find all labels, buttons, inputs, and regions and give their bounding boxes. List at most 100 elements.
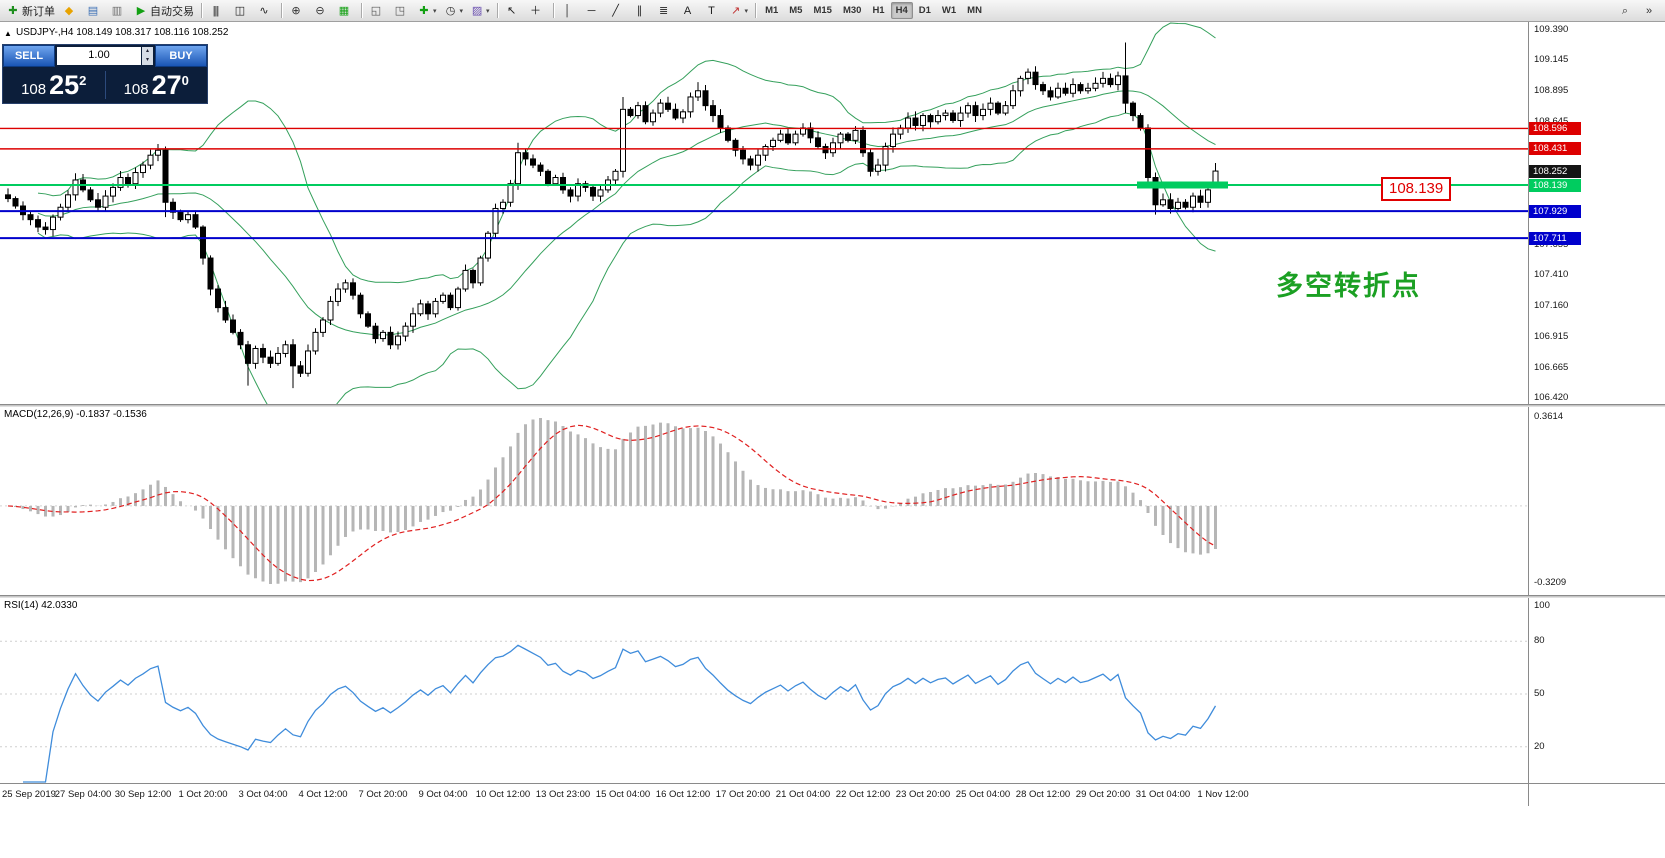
ask-sup: 0: [181, 73, 189, 88]
vertical-line-button[interactable]: │: [558, 1, 581, 21]
chart-shift-icon: ◳: [394, 4, 405, 17]
toolbar-separator: [201, 3, 202, 18]
bar-chart-icon: |||: [212, 4, 220, 17]
macd-axis-max: 0.3614: [1534, 411, 1564, 422]
volume-decrease-button[interactable]: ▾: [142, 56, 153, 65]
ask-price: 108 27 0: [106, 70, 208, 100]
overflow-icon: »: [1645, 4, 1652, 17]
time-axis-tick: 17 Oct 20:00: [715, 789, 771, 800]
timeframe-h4[interactable]: H4: [890, 2, 913, 19]
time-axis-tick: 31 Oct 04:00: [1135, 789, 1191, 800]
new-order-button[interactable]: ✚ 新订单: [3, 1, 58, 21]
time-scale-separator: [0, 783, 1665, 784]
pane-separator-rsi[interactable]: [0, 595, 1665, 598]
label-icon: T: [708, 4, 715, 17]
search-button[interactable]: ⌕: [1615, 1, 1638, 21]
rsi-label: RSI(14) 42.0330: [4, 600, 78, 611]
price-annotation-box[interactable]: 108.139: [1381, 177, 1452, 201]
time-axis-tick: 21 Oct 04:00: [775, 789, 831, 800]
tile-windows-icon: ▦: [338, 4, 349, 17]
price-tag: 107.929: [1529, 204, 1581, 218]
search-icon: ⌕: [1621, 4, 1628, 17]
volume-input[interactable]: 1.00: [57, 47, 141, 65]
zoom-out-icon: ⊖: [315, 4, 324, 17]
time-axis-tick: 28 Oct 12:00: [1015, 789, 1071, 800]
periods-button[interactable]: ◷ ▾: [441, 1, 467, 21]
profile-button[interactable]: ▤: [83, 1, 106, 21]
toolbar-overflow-button[interactable]: »: [1639, 1, 1662, 21]
price-tag: 108.252: [1529, 164, 1581, 178]
rsi-axis-tick: 50: [1534, 688, 1545, 699]
timeframe-m1[interactable]: M1: [765, 5, 779, 16]
chart-shift-button[interactable]: ◳: [390, 1, 413, 21]
ask-big: 108: [123, 81, 149, 98]
trendline-button[interactable]: ╱: [606, 1, 629, 21]
time-axis-tick: 1 Nov 12:00: [1197, 789, 1249, 800]
label-button[interactable]: T: [702, 1, 725, 21]
ask-mid: 27: [151, 70, 182, 100]
timeframe-m30[interactable]: M30: [842, 5, 862, 16]
turning-point-note[interactable]: 多空转折点: [1276, 271, 1421, 301]
autotrading-icon: ▶: [136, 4, 145, 17]
text-button[interactable]: A: [678, 1, 701, 21]
timeframe-m5[interactable]: M5: [789, 5, 803, 16]
toolbar: ✚ 新订单 ◆ ▤ ▥ ▶ 自动交易 ||| ◫ ∿ ⊕ ⊖ ▦ ◱ ◳ ✚ ▾ ◷ ▾ ▨ ▾ ↖ ＋ │ ─ ╱ ∥ ≣ A T ↗ ▾ M…: [0, 0, 1665, 22]
indicators-icon: ✚: [419, 4, 428, 17]
macd-label: MACD(12,26,9) -0.1837 -0.1536: [4, 409, 147, 420]
bar-chart-button[interactable]: |||: [206, 1, 229, 21]
timeframe-m15[interactable]: M15: [813, 5, 832, 16]
fibonacci-button[interactable]: ≣: [654, 1, 677, 21]
candle-chart-button[interactable]: ◫: [230, 1, 253, 21]
data-window-button[interactable]: ▥: [107, 1, 130, 21]
time-axis-tick: 23 Oct 20:00: [895, 789, 951, 800]
price-axis-tick: 106.915: [1534, 330, 1569, 342]
arrows-button[interactable]: ↗ ▾: [726, 1, 752, 21]
mql5-button[interactable]: ◆: [59, 1, 82, 21]
sell-button[interactable]: SELL: [3, 45, 55, 67]
trendline-icon: ╱: [612, 4, 619, 17]
bid-big: 108: [21, 81, 47, 98]
candlestick-chart-icon: ◫: [234, 4, 245, 17]
crosshair-button[interactable]: ＋: [526, 1, 549, 21]
zoom-in-button[interactable]: ⊕: [286, 1, 309, 21]
time-axis-tick: 30 Sep 12:00: [114, 789, 172, 800]
timeframe-d1[interactable]: D1: [918, 5, 931, 16]
buy-button[interactable]: BUY: [155, 45, 207, 67]
autotrading-button[interactable]: ▶ 自动交易: [131, 1, 197, 21]
time-axis-tick: 25 Sep 2019: [2, 789, 56, 800]
dropdown-caret-icon: ▾: [459, 7, 464, 15]
line-chart-icon: ∿: [259, 4, 268, 17]
horizontal-line-icon: ─: [587, 4, 596, 17]
panel-collapse-icon[interactable]: ▲: [4, 29, 12, 38]
templates-button[interactable]: ▨ ▾: [467, 1, 493, 21]
timeframe-w1[interactable]: W1: [941, 5, 957, 16]
text-icon: A: [683, 4, 691, 17]
price-axis-tick: 108.895: [1534, 85, 1569, 97]
price-axis-tick: 106.420: [1534, 392, 1569, 404]
toolbar-separator: [755, 3, 757, 18]
tile-windows-button[interactable]: ▦: [334, 1, 357, 21]
time-axis-tick: 3 Oct 04:00: [238, 789, 288, 800]
price-tag: 108.431: [1529, 142, 1581, 156]
price-axis-tick: 109.390: [1534, 24, 1569, 36]
time-axis-tick: 7 Oct 20:00: [358, 789, 408, 800]
bid-sup: 2: [79, 73, 87, 88]
zoom-out-button[interactable]: ⊖: [310, 1, 333, 21]
toolbar-separator: [281, 3, 282, 18]
timeframe-mn[interactable]: MN: [967, 5, 982, 16]
macd-axis-min: -0.3209: [1534, 577, 1567, 588]
vertical-line-icon: │: [564, 4, 571, 17]
toolbar-separator: [361, 3, 362, 18]
volume-increase-button[interactable]: ▴: [142, 47, 153, 56]
pane-separator-macd[interactable]: [0, 404, 1665, 407]
symbol-ohlc-info: USDJPY-,H4 108.149 108.317 108.116 108.2…: [16, 27, 229, 38]
auto-scroll-button[interactable]: ◱: [366, 1, 389, 21]
horizontal-line-button[interactable]: ─: [582, 1, 605, 21]
cursor-button[interactable]: ↖: [502, 1, 525, 21]
line-chart-button[interactable]: ∿: [254, 1, 277, 21]
indicators-button[interactable]: ✚ ▾: [414, 1, 440, 21]
timeframe-h1[interactable]: H1: [872, 5, 885, 16]
channel-button[interactable]: ∥: [630, 1, 653, 21]
